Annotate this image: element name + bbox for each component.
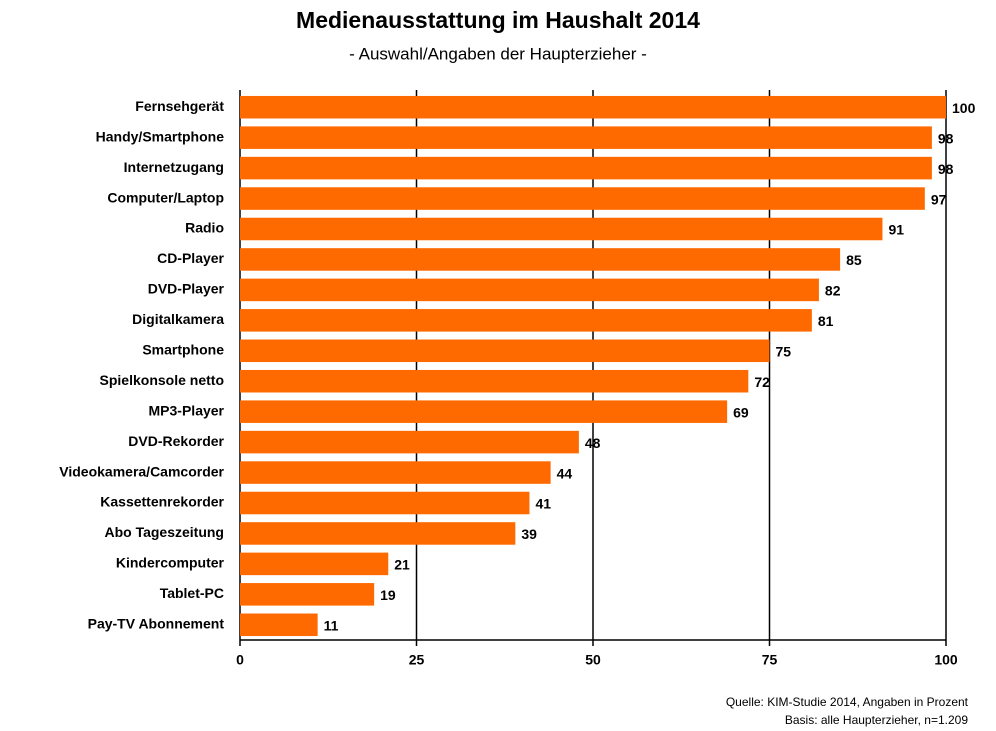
chart-subtitle: - Auswahl/Angaben der Haupterzieher - (349, 44, 647, 63)
x-tick-label: 25 (409, 652, 425, 668)
value-label: 85 (846, 252, 862, 268)
value-label: 98 (938, 130, 954, 146)
y-tick-label: Internetzugang (124, 159, 224, 175)
bar (240, 248, 841, 271)
value-label: 21 (394, 557, 410, 573)
y-tick-label: Smartphone (142, 341, 224, 357)
bar (240, 613, 318, 637)
bar (240, 461, 551, 484)
value-label: 48 (585, 435, 601, 451)
y-tick-label: Abo Tageszeitung (104, 524, 224, 540)
bar (240, 522, 516, 545)
bar (240, 430, 579, 454)
y-tick-label: Kassettenrekorder (100, 494, 224, 510)
x-tick-label: 75 (762, 652, 778, 668)
bar (240, 339, 770, 363)
y-tick-label: DVD-Player (148, 281, 225, 297)
source-note: Quelle: KIM-Studie 2014, Angaben in Proz… (726, 695, 969, 709)
bar (240, 187, 925, 210)
y-tick-label: Tablet-PC (160, 585, 224, 601)
y-tick-label: Pay-TV Abonnement (88, 615, 225, 631)
value-label: 39 (521, 526, 537, 542)
x-tick-label: 0 (236, 652, 244, 668)
value-label: 72 (754, 374, 770, 390)
value-label: 41 (535, 496, 551, 512)
value-label: 98 (938, 161, 954, 177)
bar (240, 583, 375, 606)
value-label: 97 (931, 191, 947, 207)
y-tick-label: Kindercomputer (116, 555, 225, 571)
value-label: 19 (380, 587, 396, 603)
value-label: 81 (818, 313, 834, 329)
y-tick-label: Fernsehgerät (135, 98, 224, 114)
bar (240, 95, 946, 119)
source-note: Basis: alle Haupterzieher, n=1.209 (785, 713, 968, 727)
bar (240, 309, 812, 332)
value-label: 75 (776, 343, 792, 359)
y-tick-label: DVD-Rekorder (128, 433, 224, 449)
bar (240, 552, 389, 576)
y-tick-label: CD-Player (157, 250, 224, 266)
x-tick-label: 100 (934, 652, 958, 668)
x-tick-label: 50 (585, 652, 601, 668)
bar (240, 278, 819, 302)
bar (240, 156, 932, 180)
bar (240, 400, 728, 423)
value-label: 69 (733, 404, 749, 420)
y-tick-label: Videokamera/Camcorder (59, 463, 224, 479)
value-label: 11 (324, 617, 339, 633)
y-tick-label: Radio (185, 220, 224, 236)
y-tick-label: Handy/Smartphone (96, 128, 225, 144)
value-label: 44 (557, 465, 573, 481)
chart-title: Medienausstattung im Haushalt 2014 (296, 7, 700, 33)
y-tick-label: Digitalkamera (132, 311, 224, 327)
value-label: 91 (888, 222, 904, 238)
y-tick-label: MP3-Player (149, 402, 225, 418)
bar (240, 217, 883, 241)
y-tick-label: Spielkonsole netto (100, 372, 224, 388)
y-tick-label: Computer/Laptop (107, 189, 224, 205)
bar (240, 126, 932, 149)
value-label: 100 (952, 100, 976, 116)
value-label: 82 (825, 283, 841, 299)
bar (240, 491, 530, 515)
bar (240, 369, 749, 393)
